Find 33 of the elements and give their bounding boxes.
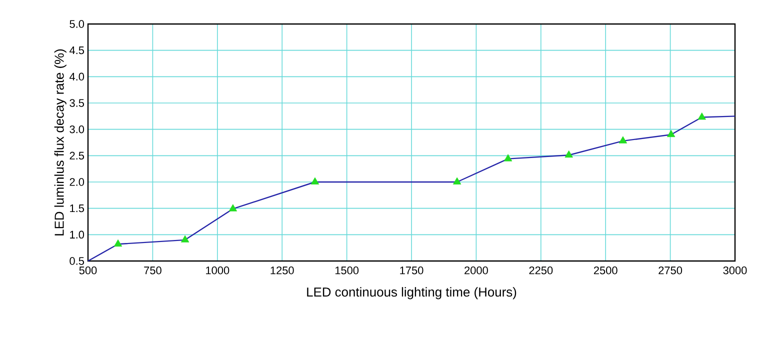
y-tick-label: 1.5 bbox=[70, 204, 84, 212]
x-tick-label: 3000 bbox=[723, 266, 747, 274]
x-tick-label: 2500 bbox=[594, 266, 618, 274]
x-tick-label: 500 bbox=[79, 266, 97, 274]
point bbox=[698, 112, 706, 120]
point bbox=[452, 177, 462, 184]
y-tick-label: 0.5 bbox=[70, 257, 84, 265]
x-tick-label: 750 bbox=[144, 266, 162, 274]
point bbox=[667, 130, 676, 138]
point bbox=[310, 177, 320, 184]
y-tick-label: 3.5 bbox=[70, 99, 84, 107]
x-tick-label: 2750 bbox=[658, 266, 682, 274]
y-tick-label: 2.5 bbox=[70, 152, 84, 160]
x-axis-title: LED continuous lighting time (Hours) bbox=[307, 287, 516, 300]
point bbox=[618, 136, 628, 144]
point bbox=[504, 154, 512, 162]
y-tick-label: 3.0 bbox=[70, 125, 84, 134]
y-tick-label: 4.5 bbox=[69, 46, 84, 54]
x-tick-label: 1750 bbox=[400, 266, 424, 274]
y-tick-label: 1.0 bbox=[70, 230, 84, 239]
x-tick-label: 1000 bbox=[206, 266, 230, 274]
y-axis-title: LED luminlus flux decay rate (%) bbox=[54, 49, 66, 236]
y-tick-label: 4.0 bbox=[69, 72, 84, 81]
point bbox=[114, 239, 122, 247]
x-tick-label: 2250 bbox=[529, 266, 553, 274]
y-tick-label: 5.0 bbox=[70, 20, 84, 28]
point bbox=[180, 235, 190, 242]
x-tick-label: 1250 bbox=[270, 266, 294, 274]
x-tick-label: 2000 bbox=[464, 266, 488, 274]
point bbox=[564, 150, 573, 158]
y-tick-label: 2.0 bbox=[70, 178, 84, 186]
point bbox=[228, 204, 238, 212]
x-tick-label: 1500 bbox=[335, 266, 359, 274]
